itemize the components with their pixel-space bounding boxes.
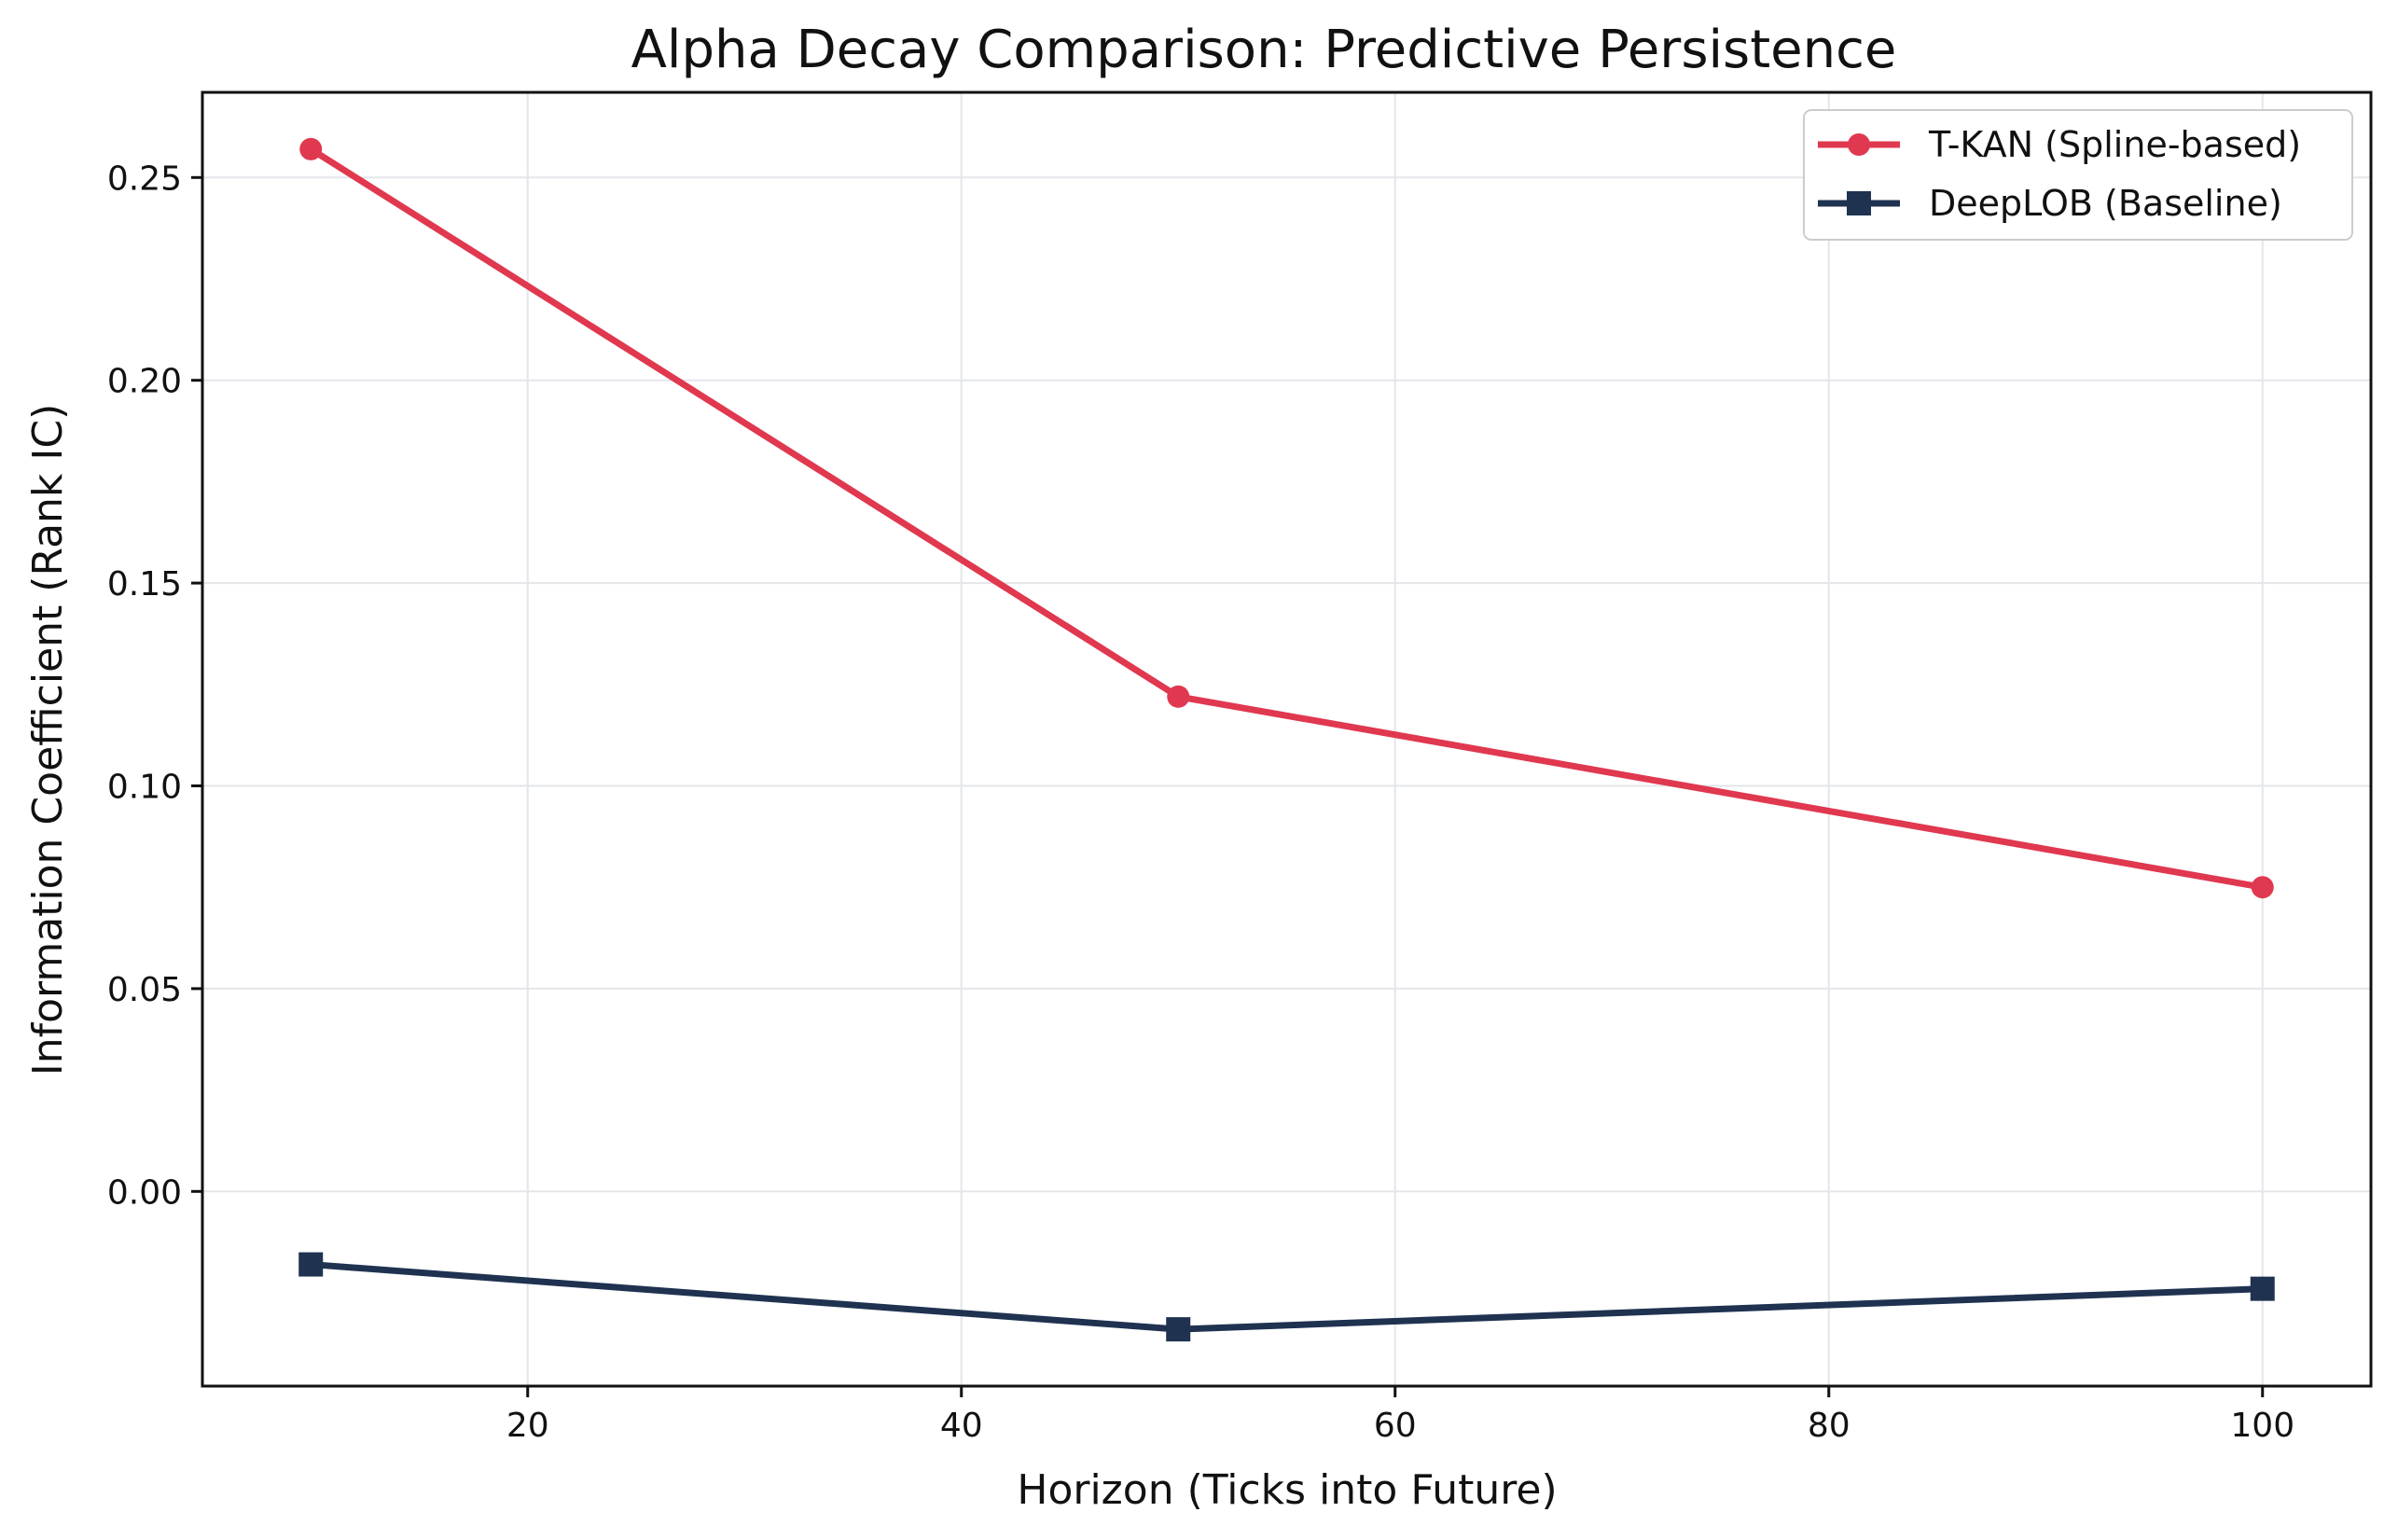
- grid-lines: [202, 92, 2371, 1386]
- y-tick-label: 0.05: [107, 971, 182, 1009]
- y-tick-label: 0.10: [107, 769, 182, 807]
- y-tick-label: 0.00: [107, 1173, 182, 1212]
- x-tick-label: 80: [1808, 1407, 1850, 1445]
- legend: T-KAN (Spline-based) DeepLOB (Baseline): [1803, 109, 2353, 241]
- legend-label-tkan: T-KAN (Spline-based): [1928, 124, 2301, 165]
- y-tick-label: 0.15: [107, 565, 182, 604]
- data-point: [1167, 685, 1190, 708]
- chart-title: Alpha Decay Comparison: Predictive Persi…: [631, 20, 1897, 80]
- data-point: [299, 137, 323, 160]
- series-line-0: [307, 146, 2266, 891]
- data-point: [2250, 1276, 2275, 1301]
- x-tick-label: 40: [940, 1407, 983, 1445]
- legend-marker-tkan: [1848, 133, 1870, 156]
- data-point: [298, 1252, 324, 1277]
- data-point: [1166, 1317, 1191, 1342]
- legend-box: [1803, 109, 2353, 241]
- data-point: [2251, 876, 2274, 899]
- x-tick-label: 100: [2230, 1407, 2294, 1445]
- legend-label-deeplob: DeepLOB (Baseline): [1929, 183, 2282, 224]
- y-tick-label: 0.20: [107, 363, 182, 401]
- series-line-1: [307, 1261, 2266, 1333]
- plot-area-frame: [201, 90, 2373, 1388]
- x-tick-label: 20: [506, 1407, 549, 1445]
- y-tick-label: 0.25: [107, 160, 182, 198]
- y-axis-ticks: 0.00 0.05 0.10 0.15 0.20 0.25: [107, 160, 202, 1212]
- series-layer: [298, 137, 2275, 1342]
- x-axis-label: Horizon (Ticks into Future): [1017, 1466, 1557, 1514]
- legend-marker-deeplob: [1847, 191, 1871, 215]
- y-axis-label: Information Coefficient (Rank IC): [24, 404, 72, 1076]
- x-axis-ticks: 20 40 60 80 100: [506, 1386, 2294, 1445]
- x-tick-label: 60: [1374, 1407, 1417, 1445]
